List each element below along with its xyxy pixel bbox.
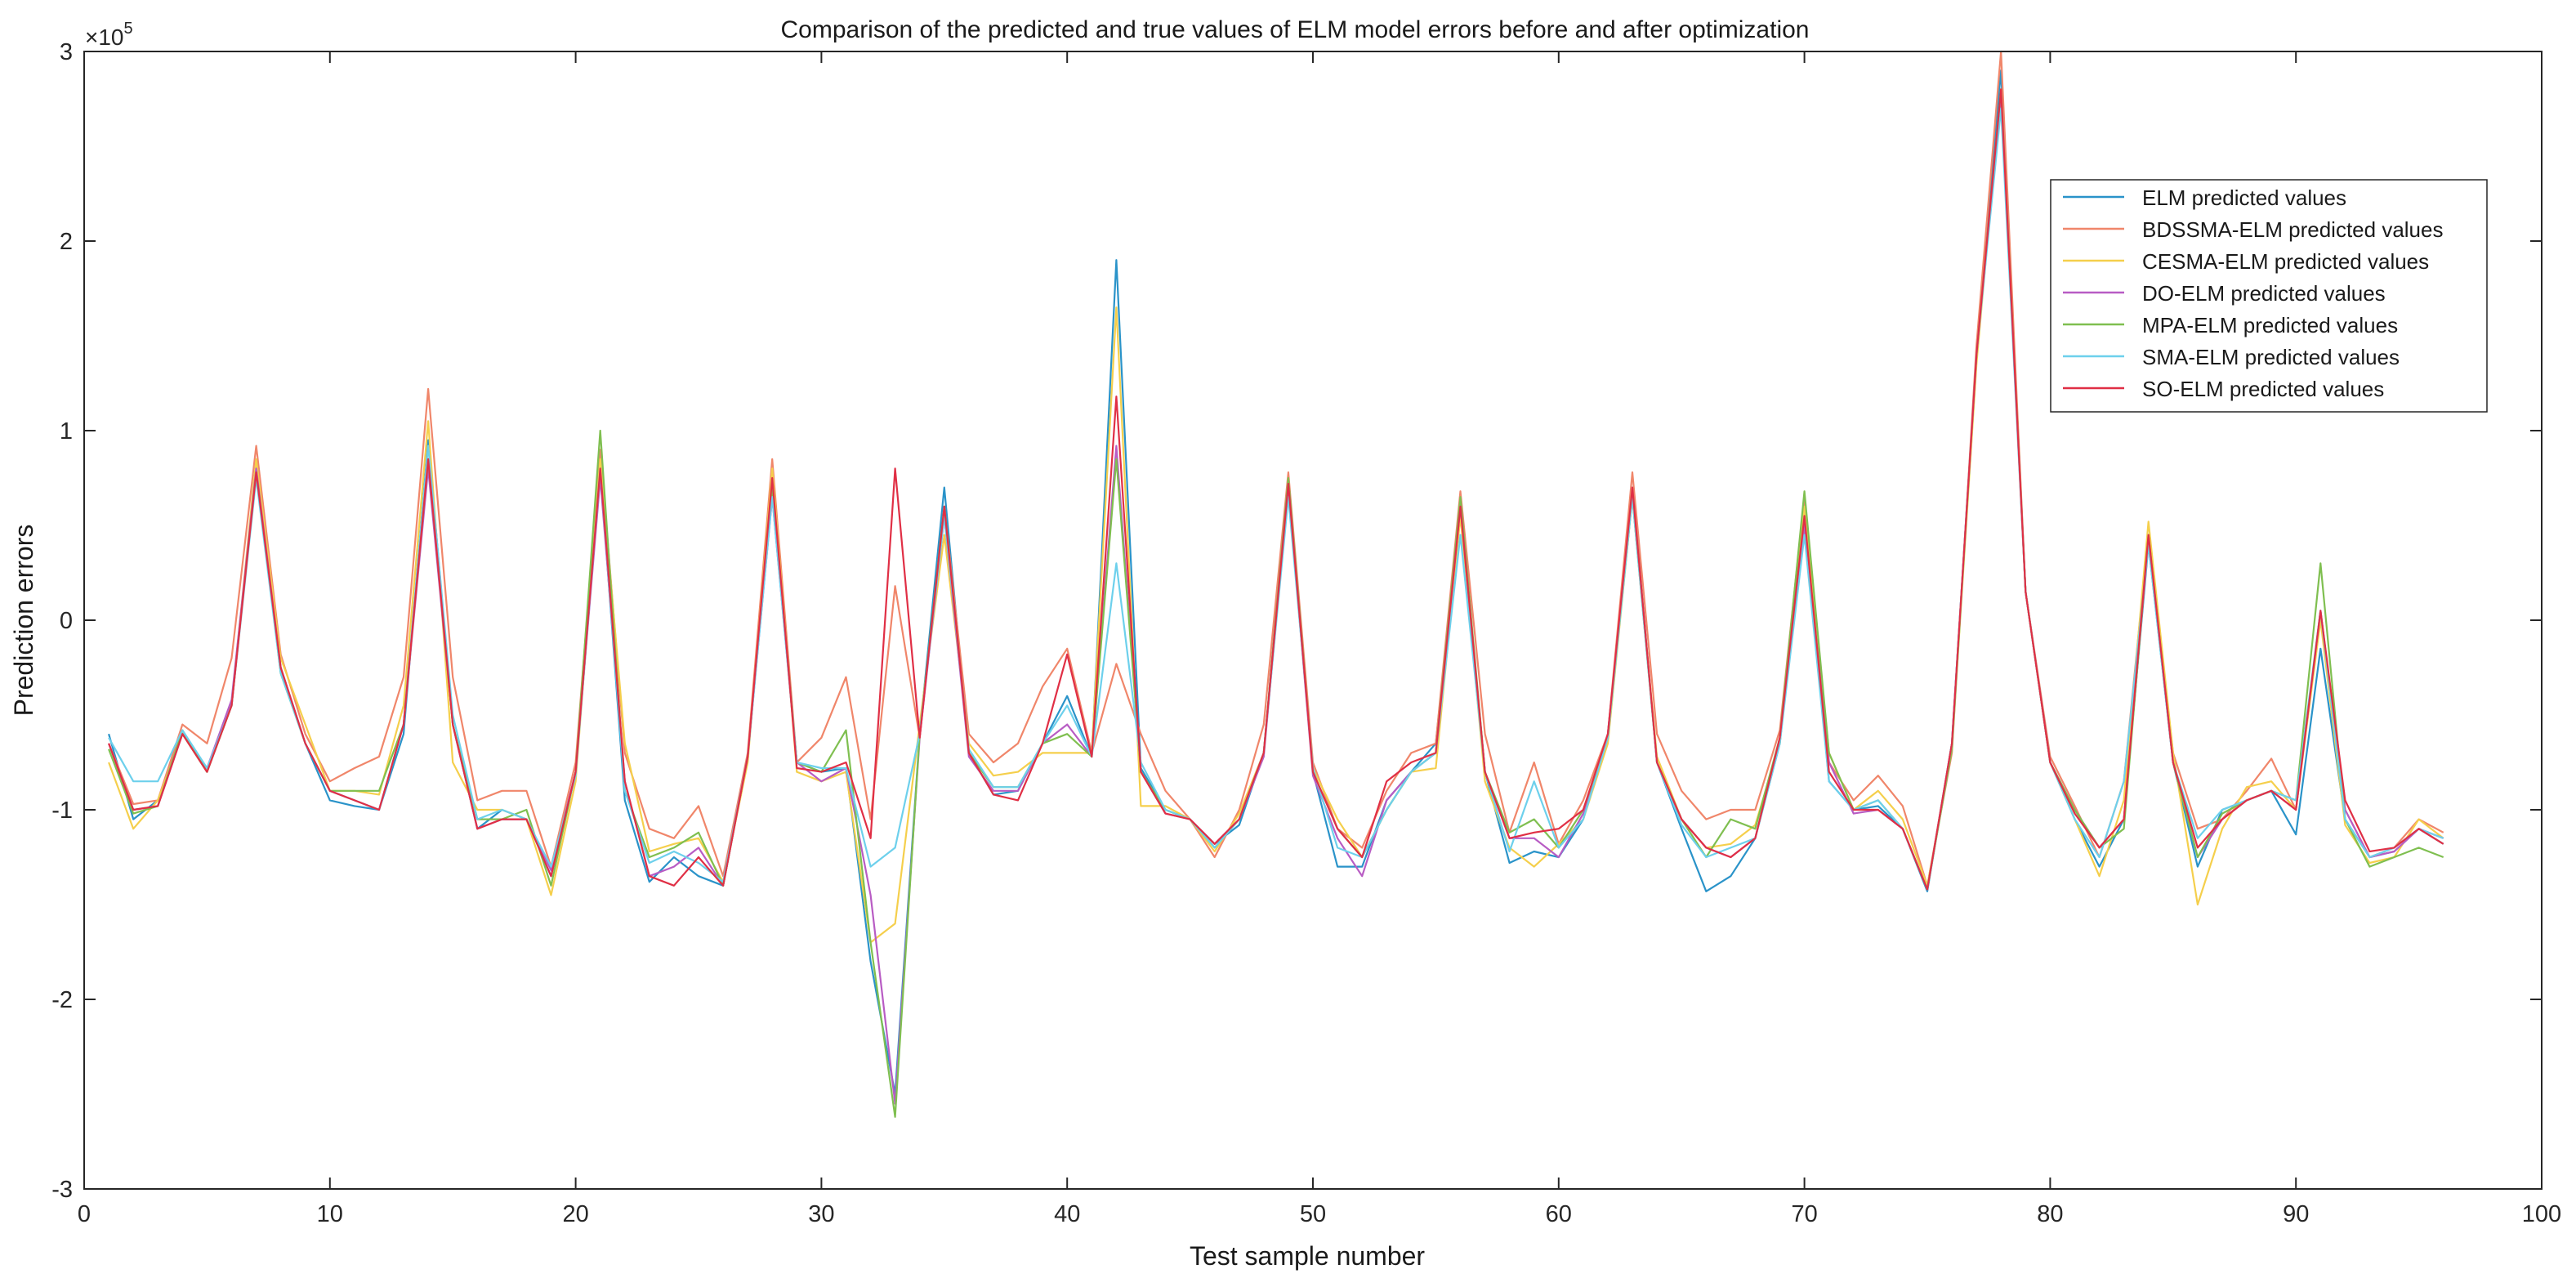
x-tick-label: 60 <box>1546 1201 1572 1227</box>
y-tick-label: -3 <box>51 1177 73 1203</box>
legend-label-2: BDSSMA-ELM predicted values <box>2142 217 2443 242</box>
x-tick-label: 30 <box>808 1201 834 1227</box>
y-axis-label: Prediction errors <box>9 525 38 717</box>
chart-title: Comparison of the predicted and true val… <box>780 16 1809 43</box>
x-tick-label: 20 <box>562 1201 588 1227</box>
legend-label-4: DO-ELM predicted values <box>2142 281 2386 306</box>
legend-items: ELM predicted values BDSSMA-ELM predicted… <box>2063 185 2443 401</box>
x-tick-label: 10 <box>317 1201 343 1227</box>
series-line-7 <box>108 88 2444 891</box>
x-tick-label: 50 <box>1300 1201 1326 1227</box>
x-tick-label: 80 <box>2037 1201 2063 1227</box>
legend: ELM predicted values BDSSMA-ELM predicted… <box>2050 179 2488 413</box>
y-tick-label: 2 <box>60 229 73 255</box>
series-group <box>108 50 2444 1118</box>
x-tick-label: 90 <box>2283 1201 2309 1227</box>
y-tick-label: -2 <box>51 987 73 1013</box>
legend-label-6: SMA-ELM predicted values <box>2142 345 2400 369</box>
x-tick-label: 0 <box>78 1201 91 1227</box>
legend-label-7: SO-ELM predicted values <box>2142 377 2384 401</box>
x-axis: 0 10 20 30 40 50 60 70 80 90 100 <box>78 51 2561 1227</box>
legend-box <box>2050 179 2488 413</box>
legend-label-5: MPA-ELM predicted values <box>2142 313 2398 337</box>
y-exponent-power: 5 <box>124 20 133 38</box>
legend-label-3: CESMA-ELM predicted values <box>2142 249 2429 274</box>
series-line-2 <box>108 50 2444 887</box>
y-tick-label: 0 <box>60 608 73 634</box>
y-tick-label: 3 <box>60 39 73 65</box>
y-axis: -3 -2 -1 0 1 2 3 <box>51 39 2542 1203</box>
x-axis-label: Test sample number <box>1190 1241 1425 1271</box>
y-tick-label: -1 <box>51 798 73 824</box>
y-exponent-label: ×105 <box>85 20 133 50</box>
x-tick-label: 100 <box>2522 1201 2561 1227</box>
x-tick-label: 40 <box>1054 1201 1080 1227</box>
y-exponent-base: ×10 <box>85 25 124 50</box>
legend-label-1: ELM predicted values <box>2142 185 2346 210</box>
x-tick-label: 70 <box>1791 1201 1817 1227</box>
y-tick-label: 1 <box>60 418 73 445</box>
